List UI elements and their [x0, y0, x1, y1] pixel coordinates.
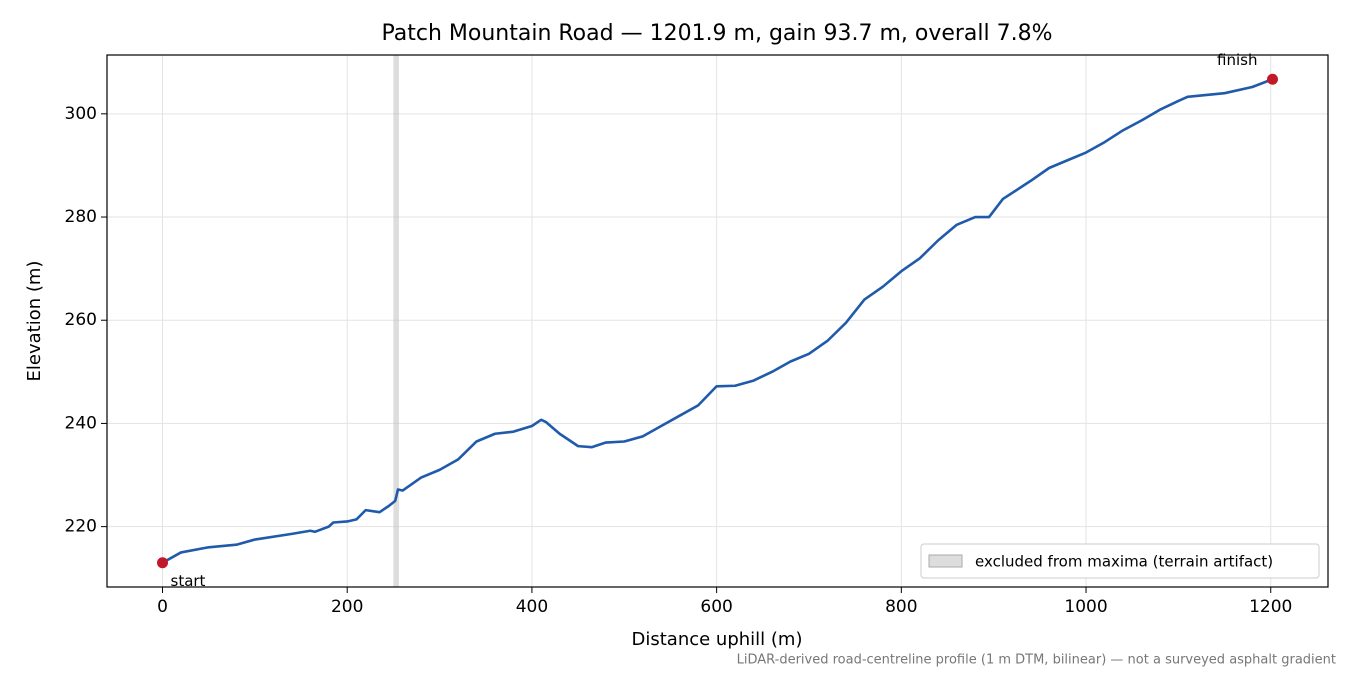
endpoint-marker — [157, 557, 169, 569]
legend-label: excluded from maxima (terrain artifact) — [975, 553, 1273, 571]
elevation-line — [161, 78, 1273, 564]
y-tick-label: 220 — [65, 517, 97, 537]
x-tick-label: 600 — [700, 597, 732, 617]
chart-title: Patch Mountain Road — 1201.9 m, gain 93.… — [381, 21, 1052, 46]
y-tick-label: 280 — [65, 207, 97, 227]
x-tick-label: 400 — [516, 597, 548, 617]
y-axis-label: Elevation (m) — [24, 261, 45, 382]
y-tick-label: 260 — [65, 310, 97, 330]
x-axis-label: Distance uphill (m) — [632, 629, 803, 650]
x-tick-label: 1000 — [1064, 597, 1107, 617]
x-tick-label: 800 — [885, 597, 917, 617]
annotation-label: finish — [1217, 51, 1257, 69]
legend-box — [920, 543, 1320, 579]
legend-swatch — [928, 554, 963, 568]
x-tick-label: 1200 — [1249, 597, 1292, 617]
endpoint-marker — [1266, 73, 1278, 85]
plot-frame — [106, 54, 1329, 588]
annotation-label: start — [171, 572, 206, 590]
y-tick-label: 240 — [65, 413, 97, 433]
x-tick-label: 200 — [331, 597, 363, 617]
x-tick-label: 0 — [157, 597, 168, 617]
y-tick-label: 300 — [65, 104, 97, 124]
excluded-band — [393, 55, 399, 587]
footnote: LiDAR-derived road-centreline profile (1… — [737, 653, 1336, 668]
